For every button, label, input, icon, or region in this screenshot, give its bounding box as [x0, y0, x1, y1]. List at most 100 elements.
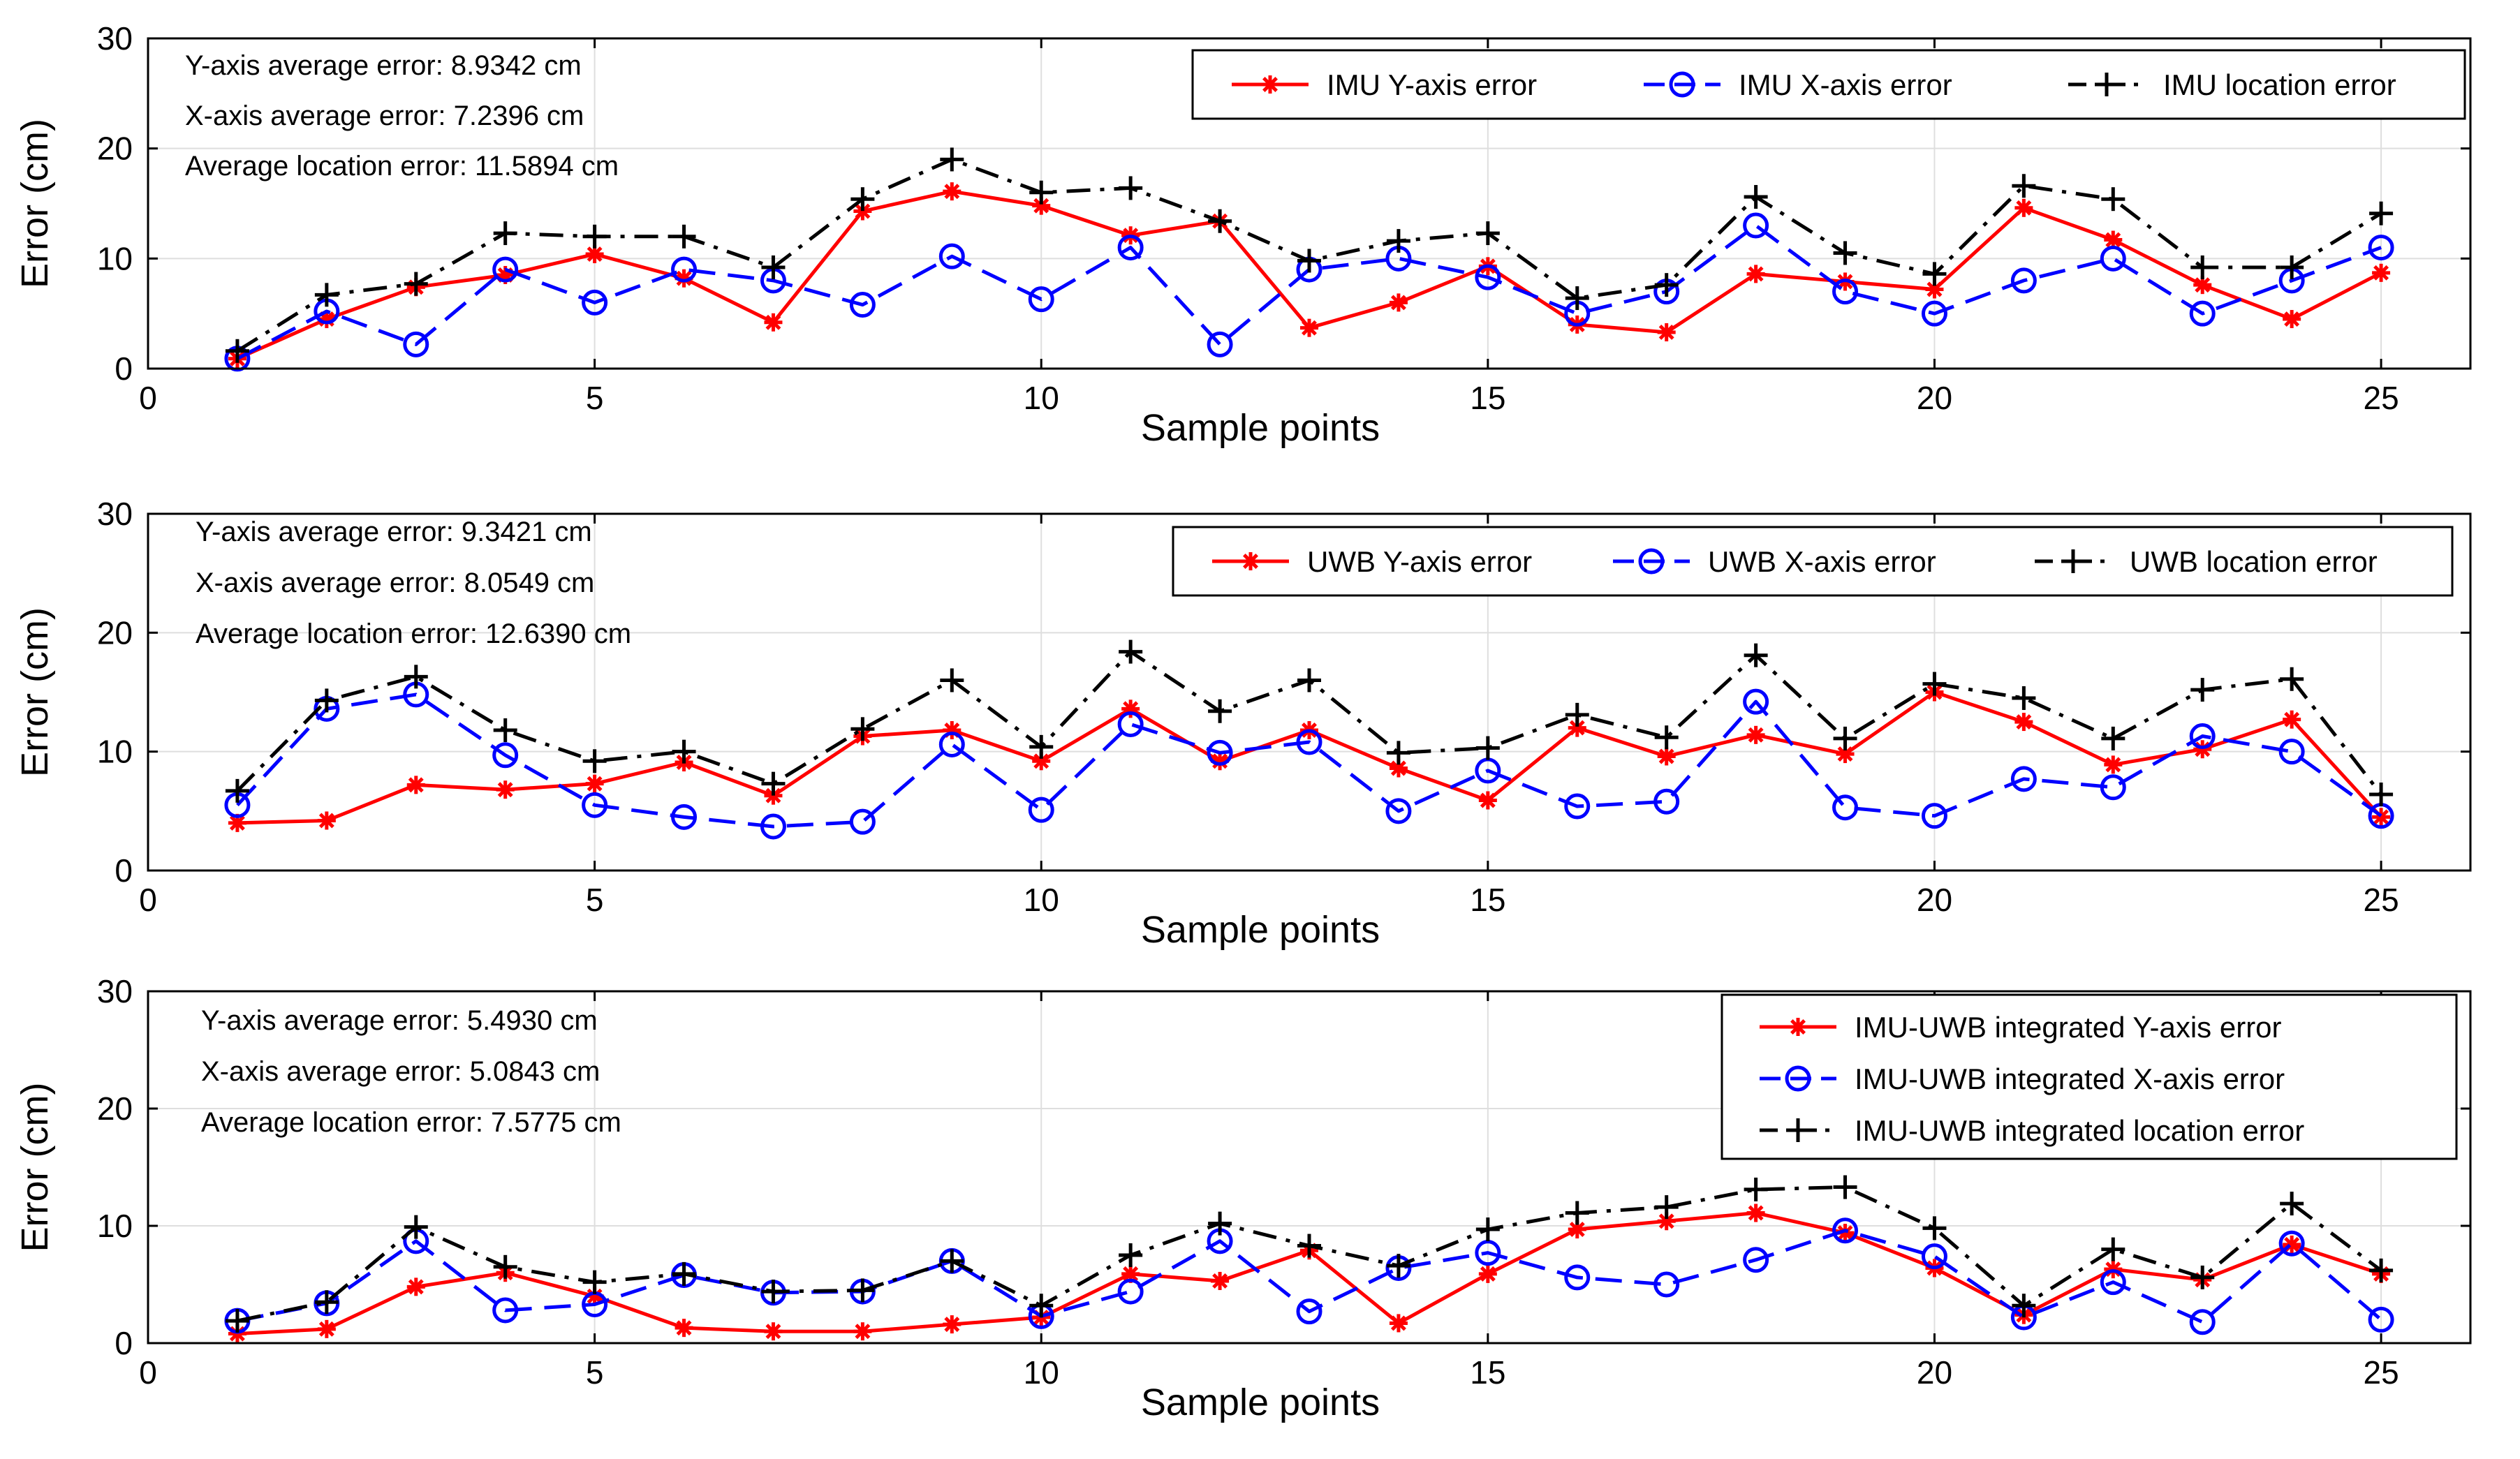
- axes-box: [147, 512, 2472, 872]
- data-point: [1029, 180, 1054, 205]
- annotation-text: Average location error: 11.5894 cm: [185, 151, 619, 182]
- legend-item: IMU Y-axis error: [1232, 68, 1537, 101]
- legend-marker: [1261, 75, 1279, 94]
- data-point: [2280, 667, 2304, 691]
- data-point: [2014, 713, 2033, 732]
- y-axis-label: Error (cm): [14, 1083, 56, 1252]
- data-point: [1208, 699, 1232, 723]
- data-point: [582, 224, 607, 249]
- annotation-text: Average location error: 12.6390 cm: [196, 619, 631, 649]
- x-tick-label: 25: [2363, 882, 2399, 918]
- data-point: [582, 1270, 607, 1294]
- data-point: [2280, 255, 2304, 279]
- series-imu-location-error: [225, 147, 2394, 363]
- data-point: [1208, 1211, 1232, 1236]
- data-point: [2189, 723, 2216, 750]
- data-point: [1386, 229, 1410, 253]
- legend-marker: [1785, 1065, 1811, 1092]
- x-tick-label: 20: [1917, 380, 1952, 416]
- axes-box: [147, 990, 2472, 1345]
- data-point: [1832, 794, 1859, 821]
- data-point: [1119, 639, 1143, 664]
- legend-label: IMU X-axis error: [1739, 68, 1952, 101]
- data-point: [1207, 331, 1233, 357]
- data-point: [1296, 729, 1322, 755]
- data-point: [1744, 185, 1768, 209]
- data-point: [1475, 221, 1500, 246]
- legend-marker: [2095, 73, 2119, 96]
- data-point: [406, 1277, 425, 1296]
- data-point: [1300, 318, 1318, 337]
- data-point: [1743, 1247, 1769, 1273]
- legend-box: [1720, 993, 2458, 1160]
- panel-2: 0 5 10 15 20 25 0 10 20 30 Sample points Error (cm)…: [14, 496, 2472, 951]
- data-point: [1475, 1217, 1500, 1242]
- data-point: [1565, 286, 1589, 311]
- y-axis-label: Error (cm): [14, 119, 56, 288]
- legend: IMU Y-axis error IMU X-axis error IMU loca…: [1191, 49, 2466, 120]
- data-point: [585, 774, 604, 793]
- data-point: [2278, 1230, 2305, 1257]
- data-point: [1119, 176, 1143, 200]
- legend-marker: [1241, 552, 1260, 570]
- data-point: [1207, 739, 1233, 766]
- data-point: [761, 1280, 786, 1304]
- x-tick-label: 15: [1470, 882, 1505, 918]
- data-point: [938, 243, 965, 269]
- data-point: [2104, 755, 2123, 774]
- data-point: [1833, 726, 1857, 750]
- data-point: [404, 272, 428, 296]
- legend-marker: [1789, 1018, 1807, 1036]
- legend-marker: [2061, 549, 2085, 573]
- data-point: [1654, 725, 1679, 750]
- data-point: [225, 1309, 249, 1333]
- data-point: [582, 792, 608, 818]
- data-point: [1922, 672, 1947, 696]
- data-point: [2190, 255, 2215, 279]
- y-tick-label: 30: [97, 973, 133, 1009]
- data-point: [493, 718, 517, 743]
- data-point: [1117, 711, 1144, 737]
- y-tick-label: 0: [115, 1325, 133, 1361]
- data-point: [493, 1254, 517, 1279]
- data-point: [2101, 726, 2125, 750]
- data-point: [1028, 286, 1054, 313]
- data-point: [940, 1249, 964, 1273]
- data-point: [1832, 279, 1859, 305]
- y-tick-label: 30: [97, 496, 133, 532]
- data-point: [1297, 1234, 1321, 1258]
- x-tick-label: 15: [1470, 380, 1505, 416]
- x-axis-label: Sample points: [1141, 909, 1380, 951]
- legend-marker: [1786, 1118, 1810, 1142]
- data-point: [1475, 1240, 1501, 1266]
- legend-marker: [1638, 548, 1665, 575]
- data-point: [1296, 1298, 1322, 1325]
- data-point: [582, 749, 607, 773]
- data-point: [1832, 1217, 1859, 1244]
- data-point: [1921, 1243, 1947, 1270]
- x-tick-label: 5: [586, 380, 604, 416]
- data-point: [938, 731, 965, 757]
- x-tick-label: 10: [1024, 1354, 1059, 1391]
- data-point: [404, 1215, 428, 1239]
- x-tick-label: 15: [1470, 1354, 1505, 1391]
- y-tick-label: 10: [97, 240, 133, 276]
- panel-3: 0 5 10 15 20 25 0 10 20 30 Sample points Error (cm)…: [14, 973, 2472, 1423]
- data-point: [2010, 766, 2037, 792]
- data-point: [764, 313, 783, 332]
- data-point: [314, 283, 339, 307]
- data-point: [582, 289, 608, 316]
- x-tick-label: 10: [1024, 380, 1059, 416]
- data-point: [1922, 262, 1947, 286]
- data-point: [2101, 1237, 2125, 1261]
- data-point: [850, 1278, 875, 1303]
- legend-label: IMU-UWB integrated location error: [1855, 1114, 2304, 1147]
- data-point: [1117, 235, 1144, 261]
- legend-marker: [1669, 71, 1695, 98]
- x-tick-label: 5: [586, 1354, 604, 1391]
- legend-item: IMU-UWB integrated Y-axis error: [1760, 1011, 2282, 1044]
- x-tick-label: 20: [1917, 882, 1952, 918]
- data-point: [1385, 798, 1412, 824]
- data-point: [2283, 310, 2301, 329]
- y-axis-label: Error (cm): [14, 607, 56, 777]
